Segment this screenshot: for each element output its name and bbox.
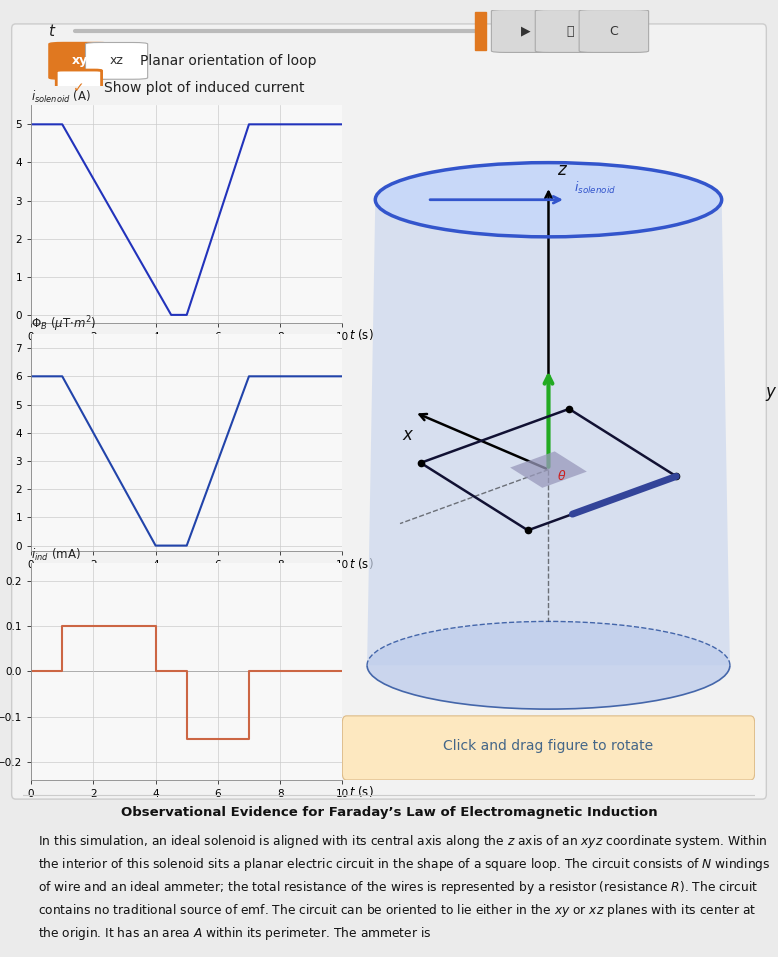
Text: $i_{solenoid}$ (A): $i_{solenoid}$ (A): [31, 89, 91, 105]
FancyBboxPatch shape: [49, 42, 111, 79]
Text: Show plot of induced current: Show plot of induced current: [103, 80, 304, 95]
Text: xz: xz: [109, 55, 123, 67]
Text: ▶: ▶: [521, 25, 531, 37]
Text: In this simulation, an ideal solenoid is aligned with its central axis along the: In this simulation, an ideal solenoid is…: [38, 833, 770, 942]
FancyBboxPatch shape: [86, 42, 148, 79]
X-axis label: $t$ (s): $t$ (s): [349, 785, 373, 799]
Polygon shape: [367, 200, 730, 665]
Text: ⏸: ⏸: [566, 25, 573, 37]
Text: $x$: $x$: [402, 426, 415, 444]
Text: $\mathit{i}_{solenoid}$: $\mathit{i}_{solenoid}$: [574, 180, 616, 196]
Text: xy: xy: [72, 55, 88, 67]
FancyBboxPatch shape: [579, 10, 649, 53]
FancyBboxPatch shape: [475, 11, 486, 50]
X-axis label: $t$ (s): $t$ (s): [349, 556, 373, 570]
FancyBboxPatch shape: [492, 10, 561, 53]
Text: ✓: ✓: [73, 80, 85, 95]
Text: $i_{ind}$ (mA): $i_{ind}$ (mA): [31, 546, 81, 563]
Text: C: C: [609, 25, 618, 37]
FancyBboxPatch shape: [342, 716, 755, 780]
Text: $\theta$: $\theta$: [557, 469, 566, 483]
Text: $z$: $z$: [557, 162, 568, 180]
Text: Observational Evidence for Faraday’s Law of Electromagnetic Induction: Observational Evidence for Faraday’s Law…: [121, 806, 657, 819]
X-axis label: $t$ (s): $t$ (s): [349, 327, 373, 342]
Text: Click and drag figure to rotate: Click and drag figure to rotate: [443, 739, 654, 753]
Text: $y$: $y$: [765, 385, 777, 403]
FancyBboxPatch shape: [56, 70, 102, 105]
Text: $\Phi_B$ ($\mu$T$\cdot$$m^2$): $\Phi_B$ ($\mu$T$\cdot$$m^2$): [31, 315, 96, 334]
FancyBboxPatch shape: [535, 10, 605, 53]
Text: $t$: $t$: [48, 23, 57, 39]
Text: Planar orientation of loop: Planar orientation of loop: [140, 54, 317, 68]
Ellipse shape: [375, 163, 722, 236]
Polygon shape: [510, 452, 587, 488]
Ellipse shape: [367, 621, 730, 709]
